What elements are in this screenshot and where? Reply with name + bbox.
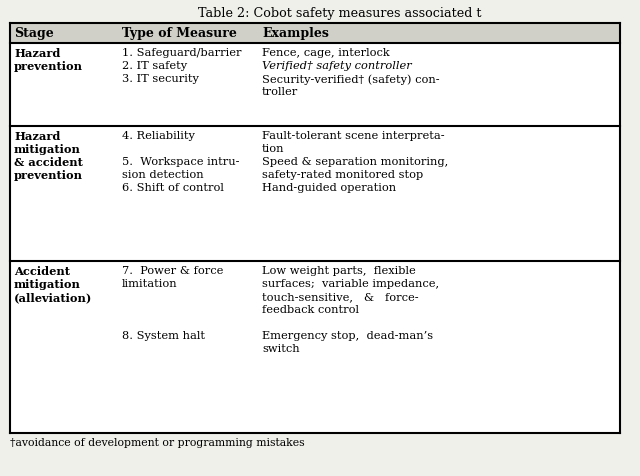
Text: Examples: Examples <box>262 28 329 40</box>
Text: mitigation: mitigation <box>14 278 81 289</box>
Text: mitigation: mitigation <box>14 144 81 155</box>
Text: tion: tion <box>262 144 285 154</box>
Text: troller: troller <box>262 87 298 97</box>
Bar <box>10 24 620 44</box>
Text: Hazard: Hazard <box>14 48 60 59</box>
Text: safety-rated monitored stop: safety-rated monitored stop <box>262 169 423 179</box>
Text: 2. IT safety: 2. IT safety <box>122 61 187 71</box>
Text: prevention: prevention <box>14 61 83 72</box>
Text: sion detection: sion detection <box>122 169 204 179</box>
Text: Emergency stop,  dead-man’s: Emergency stop, dead-man’s <box>262 330 433 340</box>
Text: Stage: Stage <box>14 28 54 40</box>
Text: †avoidance of development or programming mistakes: †avoidance of development or programming… <box>10 437 305 447</box>
Text: feedback control: feedback control <box>262 304 359 314</box>
Text: 8. System halt: 8. System halt <box>122 330 205 340</box>
Text: Security-verified† (safety) con-: Security-verified† (safety) con- <box>262 74 440 84</box>
Bar <box>10 24 620 433</box>
Text: surfaces;  variable impedance,: surfaces; variable impedance, <box>262 278 439 288</box>
Text: switch: switch <box>262 343 300 353</box>
Text: (alleviation): (alleviation) <box>14 291 92 302</box>
Text: 4. Reliability: 4. Reliability <box>122 131 195 141</box>
Text: Low weight parts,  flexible: Low weight parts, flexible <box>262 266 416 276</box>
Text: 6. Shift of control: 6. Shift of control <box>122 183 224 193</box>
Text: 5.  Workspace intru-: 5. Workspace intru- <box>122 157 239 167</box>
Text: prevention: prevention <box>14 169 83 180</box>
Text: Hazard: Hazard <box>14 131 60 142</box>
Text: Table 2: Cobot safety measures associated t: Table 2: Cobot safety measures associate… <box>198 7 482 20</box>
Text: 7.  Power & force: 7. Power & force <box>122 266 223 276</box>
Text: Type of Measure: Type of Measure <box>122 28 237 40</box>
Text: & accident: & accident <box>14 157 83 168</box>
Text: limitation: limitation <box>122 278 178 288</box>
Text: Accident: Accident <box>14 266 70 277</box>
Text: Fault-tolerant scene interpreta-: Fault-tolerant scene interpreta- <box>262 131 445 141</box>
Text: Verified† safety controller: Verified† safety controller <box>262 61 412 71</box>
Text: 1. Safeguard/barrier: 1. Safeguard/barrier <box>122 48 241 58</box>
Text: Fence, cage, interlock: Fence, cage, interlock <box>262 48 390 58</box>
Text: touch-sensitive,   &   force-: touch-sensitive, & force- <box>262 291 419 301</box>
Text: Speed & separation monitoring,: Speed & separation monitoring, <box>262 157 448 167</box>
Text: Hand-guided operation: Hand-guided operation <box>262 183 396 193</box>
Text: 3. IT security: 3. IT security <box>122 74 199 84</box>
